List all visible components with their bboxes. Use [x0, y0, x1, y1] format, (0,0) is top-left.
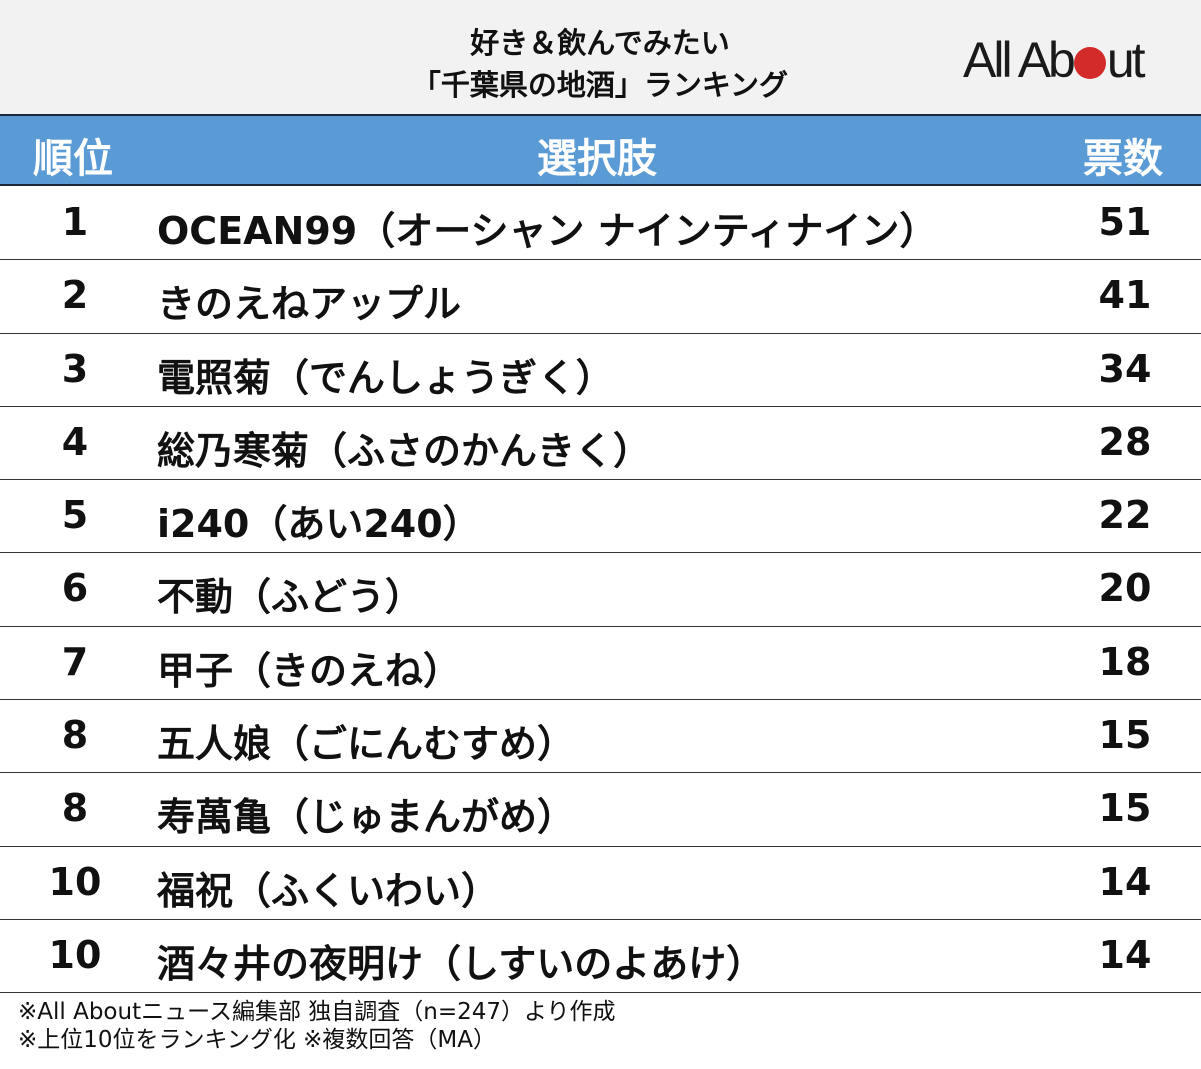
title-band: 好き＆飲んでみたい 「千葉県の地酒」ランキング All Ab ut — [0, 0, 1201, 114]
votes-cell: 28 — [1098, 419, 1152, 464]
rank-cell: 5 — [61, 493, 89, 538]
votes-cell: 15 — [1098, 786, 1152, 831]
votes-cell: 15 — [1098, 713, 1152, 758]
votes-cell: 20 — [1098, 566, 1152, 611]
table-row: 10 酒々井の夜明け（しすいのよあけ） 14 — [0, 920, 1201, 994]
footnote-source: ※All Aboutニュース編集部 独自調査（n=247）より作成 — [18, 999, 616, 1025]
votes-cell: 14 — [1098, 932, 1152, 977]
rank-cell: 8 — [61, 713, 89, 758]
title-line-2: 「千葉県の地酒」ランキング — [411, 68, 789, 102]
table-row: 8 五人娘（ごにんむすめ） 15 — [0, 700, 1201, 774]
logo-dot-icon — [1073, 47, 1106, 79]
votes-cell: 22 — [1098, 493, 1152, 538]
table-row: 3 電照菊（でんしょうぎく） 34 — [0, 334, 1201, 407]
choice-cell: 寿萬亀（じゅまんがめ） — [157, 795, 576, 840]
logo-text-end: ut — [1106, 32, 1146, 88]
choice-cell: 電照菊（でんしょうぎく） — [157, 355, 614, 400]
choice-cell: 総乃寒菊（ふさのかんきく） — [157, 428, 652, 473]
rank-cell: 7 — [61, 639, 89, 684]
choice-cell: OCEAN99（オーシャン ナインティナイン） — [157, 209, 938, 253]
ranking-table-body: 1 OCEAN99（オーシャン ナインティナイン） 51 2 きのえねアップル 41 3 電照… — [0, 187, 1201, 994]
votes-cell: 51 — [1098, 200, 1152, 244]
choice-cell: i240（あい240） — [157, 502, 481, 547]
choice-cell: 五人娘（ごにんむすめ） — [157, 722, 576, 767]
table-row: 4 総乃寒菊（ふさのかんきく） 28 — [0, 407, 1201, 481]
table-row: 8 寿萬亀（じゅまんがめ） 15 — [0, 773, 1201, 847]
column-header-votes: 票数 — [1083, 136, 1163, 182]
rank-cell: 4 — [61, 419, 89, 464]
rank-cell: 10 — [48, 932, 102, 977]
table-row: 10 福祝（ふくいわい） 14 — [0, 847, 1201, 920]
votes-cell: 18 — [1098, 639, 1152, 684]
votes-cell: 41 — [1098, 273, 1152, 318]
votes-cell: 14 — [1098, 859, 1152, 904]
rank-cell: 2 — [61, 273, 89, 318]
choice-cell: 酒々井の夜明け（しすいのよあけ） — [157, 941, 765, 986]
table-row: 2 きのえねアップル 41 — [0, 260, 1201, 334]
column-header-rank: 順位 — [33, 136, 113, 182]
rank-cell: 3 — [61, 346, 89, 391]
choice-cell: 甲子（きのえね） — [157, 648, 462, 693]
page-title: 好き＆飲んでみたい 「千葉県の地酒」ランキング — [300, 22, 900, 106]
table-row: 5 i240（あい240） 22 — [0, 480, 1201, 554]
table-header: 順位 選択肢 票数 — [0, 114, 1201, 186]
table-row: 7 甲子（きのえね） 18 — [0, 627, 1201, 701]
footnotes: ※All Aboutニュース編集部 独自調査（n=247）より作成 ※上位10位… — [18, 998, 616, 1054]
rank-cell: 10 — [48, 859, 102, 904]
footnote-method: ※上位10位をランキング化 ※複数回答（MA） — [18, 1027, 497, 1053]
votes-cell: 34 — [1098, 346, 1152, 391]
title-line-1: 好き＆飲んでみたい — [470, 26, 730, 60]
table-row: 6 不動（ふどう） 20 — [0, 553, 1201, 627]
table-row: 1 OCEAN99（オーシャン ナインティナイン） 51 — [0, 187, 1201, 261]
logo-text: All Ab — [963, 32, 1076, 88]
rank-cell: 6 — [61, 566, 89, 611]
column-header-choice: 選択肢 — [537, 136, 657, 182]
all-about-logo: All Ab ut — [963, 32, 1146, 88]
choice-cell: きのえねアップル — [157, 282, 462, 327]
choice-cell: 福祝（ふくいわい） — [157, 868, 500, 913]
rank-cell: 8 — [61, 786, 89, 831]
choice-cell: 不動（ふどう） — [157, 575, 424, 620]
rank-cell: 1 — [61, 200, 89, 244]
